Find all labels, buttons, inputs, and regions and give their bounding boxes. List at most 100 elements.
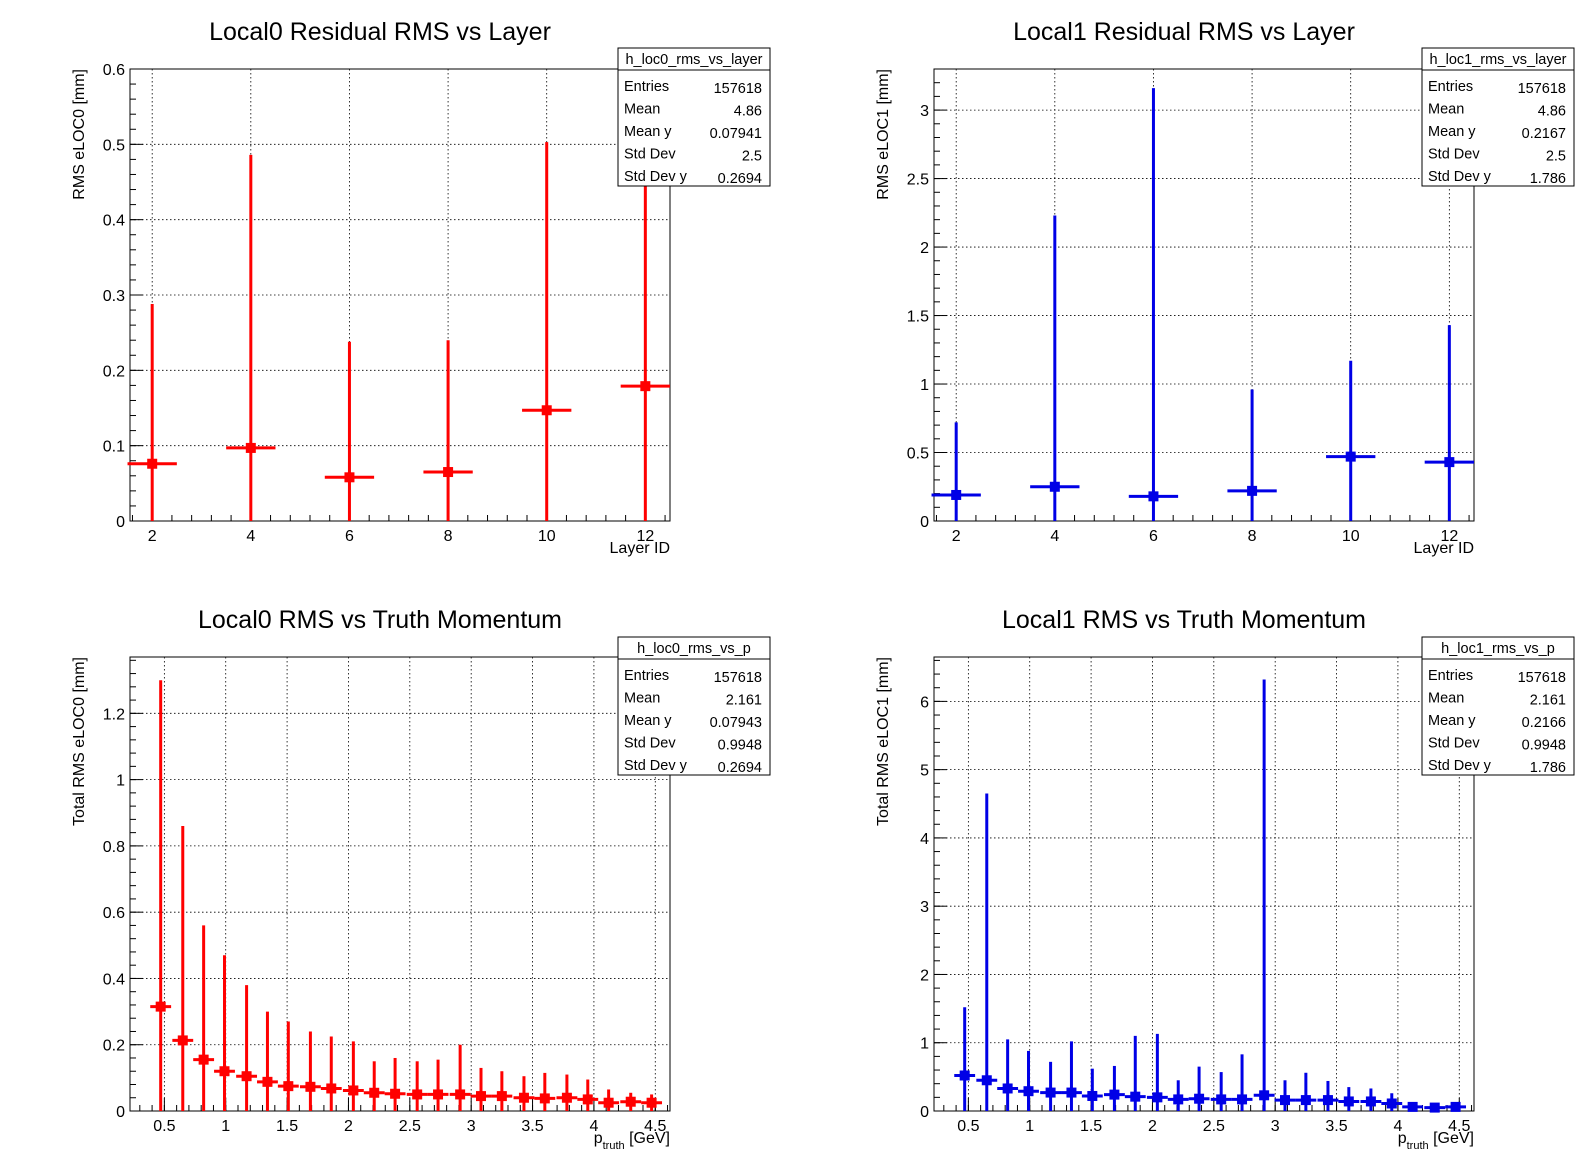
point-marker (1444, 457, 1455, 468)
tick-label-y: 0 (920, 1104, 929, 1121)
point-marker (262, 1076, 273, 1087)
x-axis-label-sub: truth (1407, 1140, 1429, 1152)
data-point (320, 1036, 342, 1111)
tick-label-y: 5 (920, 763, 929, 780)
data-point (342, 1041, 364, 1111)
stats-box: h_loc1_rms_vs_layer Entries 157618 Mean 4.86… (1421, 47, 1575, 187)
data-point (1326, 360, 1376, 521)
tick-label-y: 3 (920, 103, 929, 120)
tick-label-x: 4.5 (644, 1118, 666, 1135)
stats-box-frame (1421, 636, 1575, 776)
point-marker (1343, 1096, 1354, 1107)
series-points (127, 106, 670, 521)
tick-label-y: 2.5 (907, 172, 929, 189)
stats-value: 4.86 (1538, 104, 1566, 120)
tick-label-y: 0 (116, 1104, 125, 1121)
data-point (214, 955, 235, 1111)
tick-label-x: 3 (467, 1118, 476, 1135)
data-point (522, 142, 572, 521)
stats-value: 0.07943 (710, 715, 762, 731)
stats-label: Std Dev y (1428, 758, 1492, 774)
point-marker (1300, 1095, 1311, 1106)
chart-title: Local1 RMS vs Truth Momentum (1002, 606, 1366, 634)
point-marker (1365, 1096, 1376, 1107)
data-point (1128, 88, 1179, 521)
point-marker (1259, 1090, 1270, 1101)
stats-box: h_loc1_rms_vs_p Entries 157618 Mean 2.161 Mea… (1421, 636, 1575, 776)
data-point (1018, 1050, 1039, 1111)
stats-value: 157618 (1518, 670, 1566, 686)
stats-value: 1.786 (1530, 171, 1566, 187)
point-marker (412, 1089, 423, 1100)
tick-label-y: 0.3 (103, 288, 125, 305)
point-marker (1429, 1102, 1440, 1113)
stats-value: 2.161 (726, 693, 762, 709)
data-point (620, 1092, 642, 1111)
point-marker (241, 1071, 252, 1082)
stats-value: 2.5 (1546, 149, 1566, 165)
tick-label-y: 0 (116, 514, 125, 531)
tick-label-y: 0.6 (103, 62, 125, 79)
data-point (1360, 1088, 1382, 1111)
tick-label-x: 4 (246, 528, 255, 545)
data-point (277, 1021, 299, 1111)
data-point (1231, 1054, 1253, 1111)
data-point (1253, 679, 1275, 1111)
stats-label: Std Dev (1428, 736, 1480, 752)
data-point (556, 1074, 578, 1111)
point-marker (603, 1097, 614, 1108)
data-point (193, 925, 215, 1111)
point-marker (1045, 1087, 1056, 1098)
tick-label-y: 3 (920, 899, 929, 916)
stats-label: Entries (624, 79, 669, 95)
tick-label-x: 12 (1440, 528, 1458, 545)
stats-box-name: h_loc1_rms_vs_layer (1429, 52, 1566, 68)
stats-box-name: h_loc0_rms_vs_p (637, 641, 751, 657)
stats-label: Entries (624, 668, 669, 684)
data-point (1381, 1093, 1403, 1111)
tick-label-y: 0.2 (103, 1038, 125, 1055)
point-marker (1345, 451, 1356, 462)
tick-label-y: 1 (920, 1036, 929, 1053)
tick-label-y: 0.6 (103, 905, 125, 922)
data-point (127, 304, 177, 521)
point-marker (283, 1081, 294, 1092)
tick-label-y: 0.1 (103, 439, 125, 456)
stats-label: Std Dev (624, 147, 676, 163)
data-point (1424, 325, 1474, 521)
y-axis-label: Total RMS eLOC1 [mm] (875, 657, 892, 826)
stats-value: 2.5 (742, 149, 762, 165)
stats-box-frame (617, 636, 771, 776)
point-marker (1237, 1094, 1248, 1105)
data-point (406, 1061, 428, 1111)
tick-label-x: 4 (1393, 1118, 1402, 1135)
stats-value: 0.2166 (1522, 715, 1566, 731)
data-point (598, 1089, 620, 1111)
stats-box-name: h_loc1_rms_vs_p (1441, 641, 1555, 657)
stats-label: Entries (1428, 79, 1473, 95)
point-marker (476, 1091, 486, 1102)
stats-value: 157618 (714, 670, 762, 686)
tick-label-x: 8 (444, 528, 453, 545)
data-point (513, 1076, 535, 1111)
stats-box: h_loc0_rms_vs_layer Entries 157618 Mean 4.86… (617, 47, 771, 187)
data-point (363, 1061, 385, 1111)
point-marker (1247, 485, 1258, 496)
tick-label-x: 2.5 (399, 1118, 421, 1135)
tick-label-x: 1.5 (1080, 1118, 1102, 1135)
x-axis-label: ptruth [GeV] (1398, 1130, 1474, 1152)
point-marker (959, 1070, 970, 1081)
tick-label-x: 2 (952, 528, 961, 545)
data-point (1146, 1033, 1168, 1111)
tick-label-y: 1 (116, 773, 125, 790)
tick-label-x: 1 (221, 1118, 230, 1135)
tick-label-x: 8 (1248, 528, 1257, 545)
data-point (1402, 1101, 1424, 1112)
point-marker (625, 1096, 636, 1107)
stats-label: Mean y (624, 713, 672, 729)
point-marker (539, 1093, 550, 1104)
chart-loc0-p: Local0 RMS vs Truth Momentum 0.5 1 1.5 2 2.5 3… (71, 606, 771, 1152)
stats-label: Std Dev y (624, 758, 688, 774)
tick-label-x: 2 (344, 1118, 353, 1135)
